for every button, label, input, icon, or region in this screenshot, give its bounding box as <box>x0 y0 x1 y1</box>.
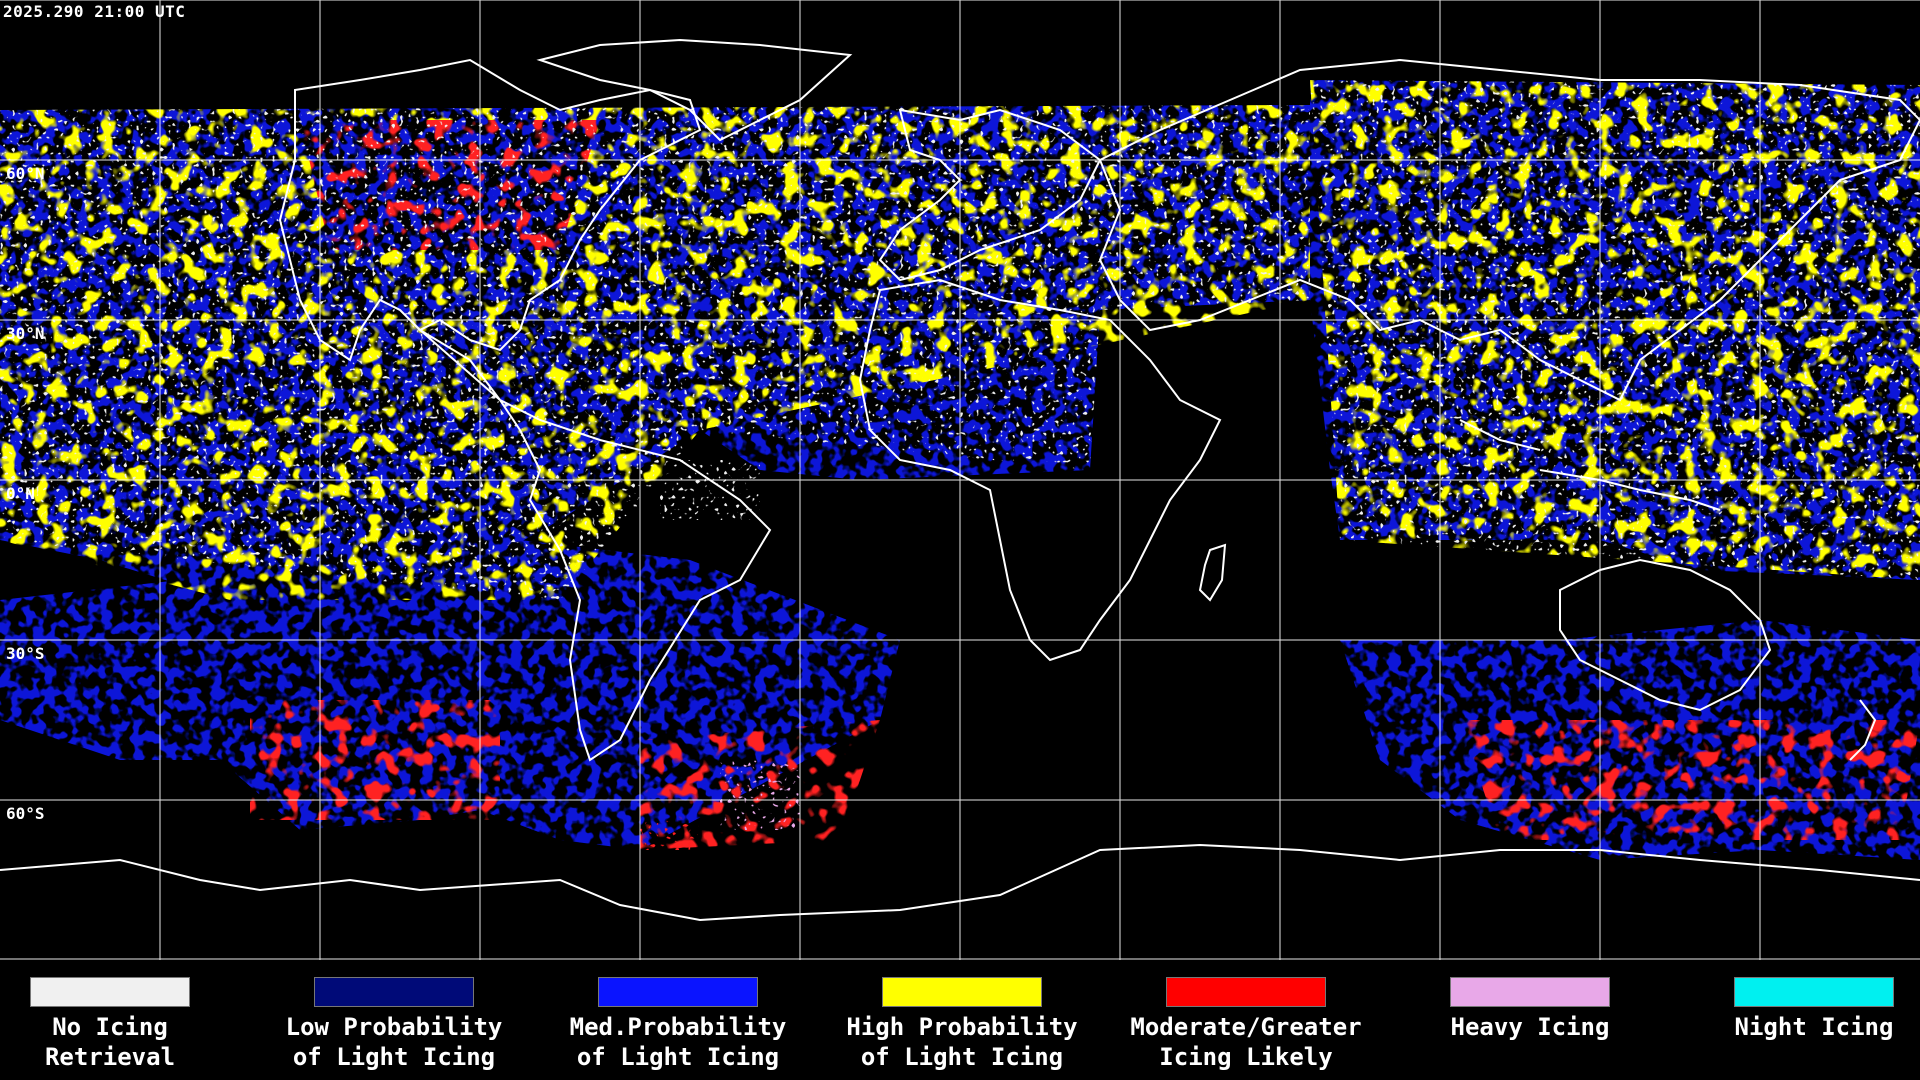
legend-label-line1: Moderate/Greater <box>1130 1013 1362 1041</box>
legend-swatch <box>882 977 1042 1007</box>
legend-label-line1: Low Probability <box>285 1013 503 1041</box>
legend-label-line2: of Light Icing <box>576 1043 780 1071</box>
legend-item-night-icing: Night Icing <box>1674 977 1920 1042</box>
legend-label-line2: Icing Likely <box>1159 1043 1333 1071</box>
legend-swatch <box>30 977 190 1007</box>
icing-map <box>0 0 1920 960</box>
legend-swatch <box>598 977 758 1007</box>
lat-lon-grid <box>0 0 1920 960</box>
legend-label-line1: Med.Probability <box>569 1013 787 1041</box>
legend: No Icing Retrieval Low Probability of Li… <box>0 962 1920 1080</box>
lat-label-0n: 0°N <box>6 484 35 503</box>
legend-label-line2: of Light Icing <box>292 1043 496 1071</box>
legend-item-med-probability: Med.Probability of Light Icing <box>538 977 818 1072</box>
lat-label-30s: 30°S <box>6 644 45 663</box>
timestamp: 2025.290 21:00 UTC <box>3 2 186 21</box>
lat-label-60s: 60°S <box>6 804 45 823</box>
legend-swatch <box>314 977 474 1007</box>
legend-label-line1: No Icing <box>52 1013 168 1041</box>
legend-item-low-probability: Low Probability of Light Icing <box>254 977 534 1072</box>
legend-item-high-probability: High Probability of Light Icing <box>822 977 1102 1072</box>
legend-item-no-icing: No Icing Retrieval <box>0 977 250 1072</box>
legend-swatch <box>1734 977 1894 1007</box>
legend-item-heavy-icing: Heavy Icing <box>1390 977 1670 1042</box>
legend-label-line2: of Light Icing <box>860 1043 1064 1071</box>
legend-swatch <box>1450 977 1610 1007</box>
coastline-outline <box>0 38 1920 922</box>
legend-swatch <box>1166 977 1326 1007</box>
icing-field-speckle <box>0 80 1920 850</box>
legend-label-line1: High Probability <box>846 1013 1078 1041</box>
legend-label-line1: Heavy Icing <box>1450 1013 1610 1041</box>
lat-label-60n: 60°N <box>6 164 45 183</box>
legend-label-line1: Night Icing <box>1734 1013 1894 1041</box>
legend-item-moderate-greater: Moderate/Greater Icing Likely <box>1106 977 1386 1072</box>
legend-label-line2: Retrieval <box>44 1043 176 1071</box>
lat-label-30n: 30°N <box>6 324 45 343</box>
